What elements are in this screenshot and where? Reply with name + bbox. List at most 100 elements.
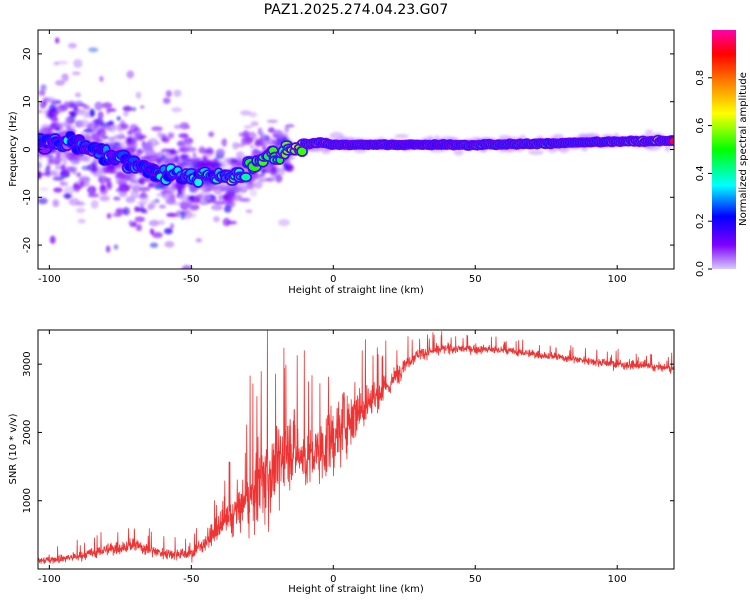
heatmap-cell [222,199,234,205]
heatmap-cell [221,138,227,147]
heatmap-cell [42,97,49,105]
heatmap-cell [40,84,47,91]
heatmap-cell [116,116,121,121]
y-tick-label: 3000 [22,351,33,376]
heatmap-cell [528,149,544,155]
heatmap-cell [66,102,74,108]
heatmap-cell [47,98,52,102]
heatmap-cell [147,183,155,188]
heatmap-cell [235,151,245,159]
heatmap-cell [75,207,86,214]
snr-x-label: Height of straight line (km) [288,584,424,595]
heatmap-cell [245,131,257,140]
heatmap-cell [106,213,112,219]
x-tick-label: 50 [469,574,482,585]
heatmap-cell [72,71,81,76]
heatmap-ridge [38,130,674,188]
heatmap-cell [245,209,253,214]
heatmap-y-ticks: -20 -10 0 10 20 [22,48,674,253]
heatmap-cell [253,181,263,189]
heatmap-cell [240,110,252,116]
heatmap-cell [248,111,258,118]
heatmap-cell [174,155,179,164]
heatmap-cell [122,206,131,216]
heatmap-cell [124,136,135,146]
colorbar-tick-label: 0.2 [695,213,706,229]
heatmap-cell [118,184,131,193]
heatmap-cell [195,238,202,243]
heatmap-cell [134,216,145,223]
heatmap-cell [106,181,113,190]
heatmap-cell [286,124,295,128]
colorbar-tick-label: 0.8 [695,70,706,86]
heatmap-cell [115,176,123,185]
heatmap-cell [282,165,294,169]
y-tick-label: 20 [22,48,33,61]
x-tick-label: 0 [330,274,336,285]
x-tick-label: 50 [469,274,482,285]
y-tick-label: 1000 [22,488,33,513]
heatmap-cell [394,134,409,139]
heatmap-cell [243,125,253,129]
heatmap-cell [213,216,220,223]
heatmap-cell [48,173,61,177]
heatmap-cell [62,150,70,159]
heatmap-cell [237,181,247,189]
heatmap-cell [95,117,104,125]
heatmap-cell [96,128,107,137]
heatmap-cell [105,245,111,253]
heatmap-cell [139,186,151,192]
heatmap-cell [75,201,85,206]
heatmap-cell [232,142,240,150]
heatmap-cell [223,205,232,213]
heatmap-cell [74,92,82,98]
x-tick-label: -100 [38,274,61,285]
heatmap-cell [70,158,81,165]
heatmap-cell [162,97,171,104]
colorbar: 0.0 0.2 0.4 0.6 0.8 Normalized spectral ampl… [695,30,749,277]
heatmap-cell [139,197,149,203]
heatmap-cell [66,115,75,124]
heatmap-cell [53,187,63,193]
heatmap-cell [50,122,56,131]
heatmap-cell [179,122,190,130]
heatmap-cell [239,197,251,202]
heatmap-cell [222,217,231,227]
heatmap-cell [217,184,228,188]
heatmap-cell [128,220,134,225]
heatmap-cell [175,183,186,191]
heatmap-cell [266,119,279,123]
heatmap-cell [249,189,257,197]
heatmap-x-label: Height of straight line (km) [288,285,424,296]
heatmap-cell [138,178,146,185]
heatmap-cell [265,138,276,146]
heatmap-cell [181,265,193,269]
y-tick-label: 10 [22,95,33,108]
heatmap-cell [135,91,142,99]
heatmap-cell [151,126,163,131]
heatmap-cell [192,159,200,165]
heatmap-cell [119,132,125,140]
heatmap-cell [645,129,654,135]
heatmap-x-ticks: -100 -50 0 50 100 [38,30,627,285]
heatmap-cell [55,37,60,44]
heatmap-cell [245,181,255,190]
heatmap-cell [192,151,197,161]
heatmap-cell [130,172,137,182]
heatmap-cell [108,125,117,133]
heatmap-cell [208,198,215,204]
heatmap-cell [77,218,86,224]
heatmap-cell [119,119,126,129]
heatmap-cell [234,193,243,199]
heatmap-cell [213,200,225,205]
heatmap-cell [99,179,105,185]
heatmap-cell [38,153,43,161]
heatmap-cell [223,157,232,163]
heatmap-cell [89,108,95,117]
heatmap-cell [208,131,215,138]
heatmap-cell [73,59,83,68]
heatmap-cell [91,133,100,141]
heatmap-cell [164,241,175,248]
heatmap-cell [60,163,66,169]
